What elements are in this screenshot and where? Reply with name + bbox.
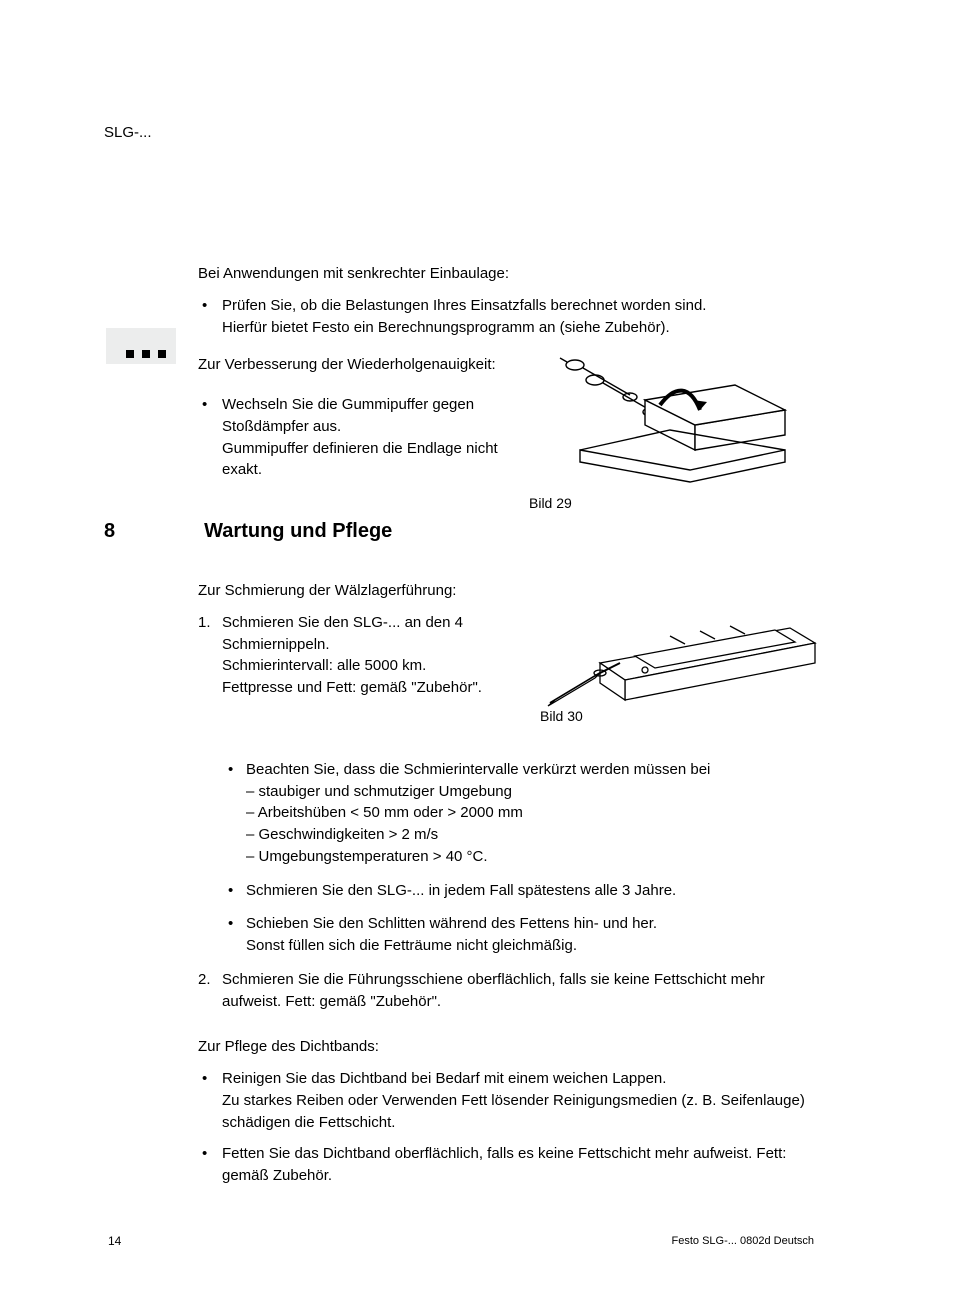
seal-list: Reinigen Sie das Dichtband bei Bedarf mi…: [198, 1068, 810, 1187]
bullet-text: Hierfür bietet Festo ein Berechnungsprog…: [222, 319, 670, 336]
page-header: SLG-...: [104, 122, 152, 144]
margin-note-icon: [106, 328, 176, 364]
section-number: 8: [104, 517, 200, 546]
list-item: staubiger und schmutziger Umgebung: [246, 781, 810, 803]
list-item: Geschwindigkeiten > 2 m/s: [246, 824, 810, 846]
numbered-text: Schmieren Sie die Führungsschiene oberfl…: [222, 971, 765, 1010]
section-title: Wartung und Pflege: [204, 517, 392, 546]
section-heading: 8 Wartung und Pflege: [104, 517, 804, 546]
list-item: Wechseln Sie die Gummipuffer gegen Stoßd…: [222, 394, 528, 481]
figure-caption: Bild 30: [540, 706, 583, 726]
grease-rail-icon: [540, 608, 820, 718]
numbered-text: Schmierintervall: alle 5000 km.: [222, 657, 426, 674]
intro-p1: Bei Anwendungen mit senkrechter Einbaula…: [198, 263, 808, 285]
dash-list: staubiger und schmutziger Umgebung Arbei…: [246, 781, 810, 868]
bullet-text: Gummipuffer definieren die Endlage nicht…: [222, 440, 498, 479]
page-number: 14: [108, 1233, 121, 1250]
list-item: Beachten Sie, dass die Schmierintervalle…: [246, 759, 810, 868]
intro-list-2: Wechseln Sie die Gummipuffer gegen Stoßd…: [198, 394, 528, 481]
dash-text: Arbeitshüben < 50 mm oder > 2000 mm: [258, 804, 523, 821]
bullet-text: Schieben Sie den Schlitten während des F…: [246, 915, 657, 932]
shock-absorber-icon: [525, 350, 815, 500]
item-number: 2.: [198, 969, 211, 991]
list-item: 2. Schmieren Sie die Führungsschiene obe…: [222, 969, 810, 1013]
product-code: SLG-...: [104, 124, 152, 141]
numbered-text: Schmieren Sie den SLG-... an den 4 Schmi…: [222, 614, 463, 653]
item-number: 1.: [198, 612, 211, 634]
maint-p2: Zur Pflege des Dichtbands:: [198, 1036, 810, 1058]
numbered-text: Fettpresse und Fett: gemäß "Zubehör".: [222, 679, 482, 696]
bullet-text: Beachten Sie, dass die Schmierintervalle…: [246, 761, 710, 778]
figure-caption: Bild 29: [529, 493, 572, 513]
list-item: Umgebungstemperaturen > 40 °C.: [246, 846, 810, 868]
bullet-text: Reinigen Sie das Dichtband bei Bedarf mi…: [222, 1070, 666, 1087]
list-item: Schmieren Sie den SLG-... in jedem Fall …: [246, 880, 810, 902]
footer-doc-id: Festo SLG-... 0802d Deutsch: [672, 1234, 814, 1250]
bullet-text: Prüfen Sie, ob die Belastungen Ihres Ein…: [222, 297, 706, 314]
bullet-text: Schmieren Sie den SLG-... in jedem Fall …: [246, 882, 676, 899]
figure-30: Bild 30: [540, 608, 820, 725]
figure-29: Bild 29: [525, 350, 815, 507]
list-item: Prüfen Sie, ob die Belastungen Ihres Ein…: [222, 295, 808, 339]
dash-text: staubiger und schmutziger Umgebung: [259, 783, 512, 800]
list-item: Reinigen Sie das Dichtband bei Bedarf mi…: [222, 1068, 810, 1133]
list-item: Schieben Sie den Schlitten während des F…: [246, 913, 810, 957]
bullet-text: Sonst füllen sich die Fetträume nicht gl…: [246, 937, 577, 954]
list-item: Arbeitshüben < 50 mm oder > 2000 mm: [246, 802, 810, 824]
intro-list-1: Prüfen Sie, ob die Belastungen Ihres Ein…: [198, 295, 808, 339]
dash-text: Geschwindigkeiten > 2 m/s: [259, 826, 439, 843]
dash-text: Umgebungstemperaturen > 40 °C.: [259, 848, 488, 865]
maint-p1: Zur Schmierung der Wälzlagerführung:: [198, 580, 810, 602]
bullet-text: Wechseln Sie die Gummipuffer gegen Stoßd…: [222, 396, 474, 435]
sub-bullets: Beachten Sie, dass die Schmierintervalle…: [222, 759, 810, 957]
bullet-text: Zu starkes Reiben oder Verwenden Fett lö…: [222, 1092, 805, 1131]
bullet-text: Fetten Sie das Dichtband oberflächlich, …: [222, 1145, 786, 1184]
list-item: Fetten Sie das Dichtband oberflächlich, …: [222, 1143, 810, 1187]
